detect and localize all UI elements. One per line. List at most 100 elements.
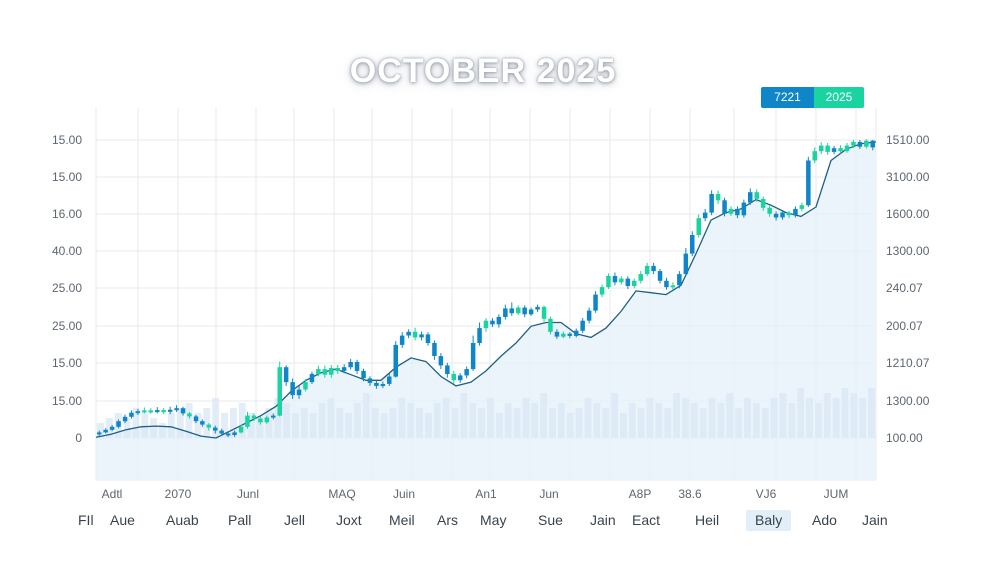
candle-body: [425, 334, 431, 343]
volume-bar: [433, 403, 441, 438]
volume-bar: [549, 408, 556, 438]
period-label[interactable]: Ado: [812, 512, 837, 528]
candle-body: [122, 416, 128, 422]
candle-body: [142, 410, 147, 413]
volume-bar: [283, 403, 290, 438]
legend-badge-secondary[interactable]: 2025: [814, 87, 864, 108]
volume-bar: [664, 408, 672, 438]
axis-labels: 15.00 15.00 16.00 40.00 25.00 25.00 15.00 15.00…: [52, 133, 930, 501]
period-label[interactable]: Joxt: [336, 512, 362, 528]
y-tick-label-right: 1600.00: [886, 207, 930, 221]
candle-body: [535, 306, 540, 310]
candle-body: [464, 369, 469, 376]
x-tick-label: MAQ: [328, 487, 355, 501]
volume-bar: [247, 413, 255, 438]
volume-bar: [212, 398, 220, 438]
volume-bar: [717, 403, 725, 438]
volume-bar: [407, 403, 415, 438]
volume-bar: [185, 403, 193, 438]
x-tick-label: VJ6: [756, 487, 777, 501]
candle-body: [644, 265, 650, 275]
y-tick-label-left: 40.00: [52, 244, 82, 258]
volume-bar: [726, 393, 734, 438]
volume-bar: [487, 398, 494, 438]
volume-bar: [495, 413, 503, 438]
period-label[interactable]: Auab: [166, 512, 199, 528]
candle-body: [277, 367, 282, 416]
y-tick-label-right: 1300.00: [886, 394, 930, 408]
volume-bar: [318, 403, 326, 438]
candle-body: [554, 331, 560, 337]
period-label[interactable]: Baly: [746, 510, 792, 531]
volume-bar: [159, 423, 166, 438]
candle-body: [851, 141, 856, 146]
candle-body: [593, 294, 598, 311]
candle-body: [412, 331, 418, 338]
x-tick-label: A8P: [629, 487, 652, 501]
candle-body: [870, 140, 875, 148]
period-label[interactable]: Meil: [389, 512, 415, 528]
candle-body: [129, 412, 134, 417]
period-label[interactable]: Ars: [437, 512, 458, 528]
candle-body: [258, 418, 263, 423]
period-label[interactable]: Jell: [284, 512, 306, 528]
volume-bar: [354, 403, 361, 438]
candle-body: [857, 141, 863, 147]
volume-bar: [256, 418, 264, 438]
candle-body: [155, 410, 160, 413]
candle-body: [406, 331, 411, 336]
candle-body: [715, 194, 721, 201]
period-label[interactable]: FIl: [78, 512, 94, 528]
legend-badge-primary[interactable]: 7221: [761, 87, 814, 108]
volume-bar: [868, 388, 875, 438]
candle-body: [651, 265, 656, 272]
candle-body: [528, 309, 534, 315]
volume-bar: [309, 413, 317, 438]
candle-body: [354, 362, 360, 371]
candle-body: [213, 427, 218, 431]
candle-body: [490, 320, 495, 325]
candle-body: [503, 308, 508, 317]
candle-body: [574, 330, 579, 336]
x-tick-label: Jun: [539, 487, 558, 501]
volume-bar: [451, 408, 459, 438]
volume-bar: [274, 398, 282, 438]
candle-body: [702, 212, 708, 219]
volume-bar: [859, 398, 867, 438]
period-label[interactable]: Sue: [538, 512, 563, 528]
y-tick-label-left: 0: [75, 431, 82, 445]
volume-bar: [593, 403, 601, 438]
period-label[interactable]: May: [480, 512, 507, 528]
chart-title: OCTOBER 2025: [349, 52, 617, 90]
volume-bar: [557, 403, 565, 438]
volume-bar: [806, 398, 813, 438]
period-label[interactable]: Pall: [228, 512, 252, 528]
x-tick-label: An1: [475, 487, 497, 501]
candle-body: [664, 280, 669, 288]
candle-body: [271, 415, 276, 418]
candle-body: [819, 145, 824, 152]
candle-body: [638, 274, 643, 281]
volume-bar: [522, 398, 530, 438]
period-label[interactable]: Jain: [862, 512, 888, 528]
volume-bar: [673, 393, 680, 438]
volume-bar: [265, 408, 273, 438]
candle-body: [657, 271, 663, 281]
volume-bar: [841, 388, 849, 438]
candle-body: [793, 208, 798, 216]
period-label[interactable]: Jain: [590, 512, 616, 528]
volume-bar: [132, 408, 140, 438]
candle-body: [174, 408, 179, 411]
y-tick-label-right: 1210.07: [886, 356, 930, 370]
candle-body: [722, 200, 727, 214]
candle-body: [103, 429, 108, 433]
period-label[interactable]: Eact: [632, 512, 661, 528]
volume-bar: [478, 408, 485, 438]
period-label[interactable]: Heil: [695, 512, 720, 528]
volume-bar: [620, 413, 627, 438]
period-label[interactable]: Aue: [110, 512, 135, 528]
candle-body: [296, 389, 302, 396]
volume-bar: [469, 403, 477, 438]
volume-bar: [513, 408, 521, 438]
y-tick-label-right: 1510.00: [886, 133, 930, 147]
